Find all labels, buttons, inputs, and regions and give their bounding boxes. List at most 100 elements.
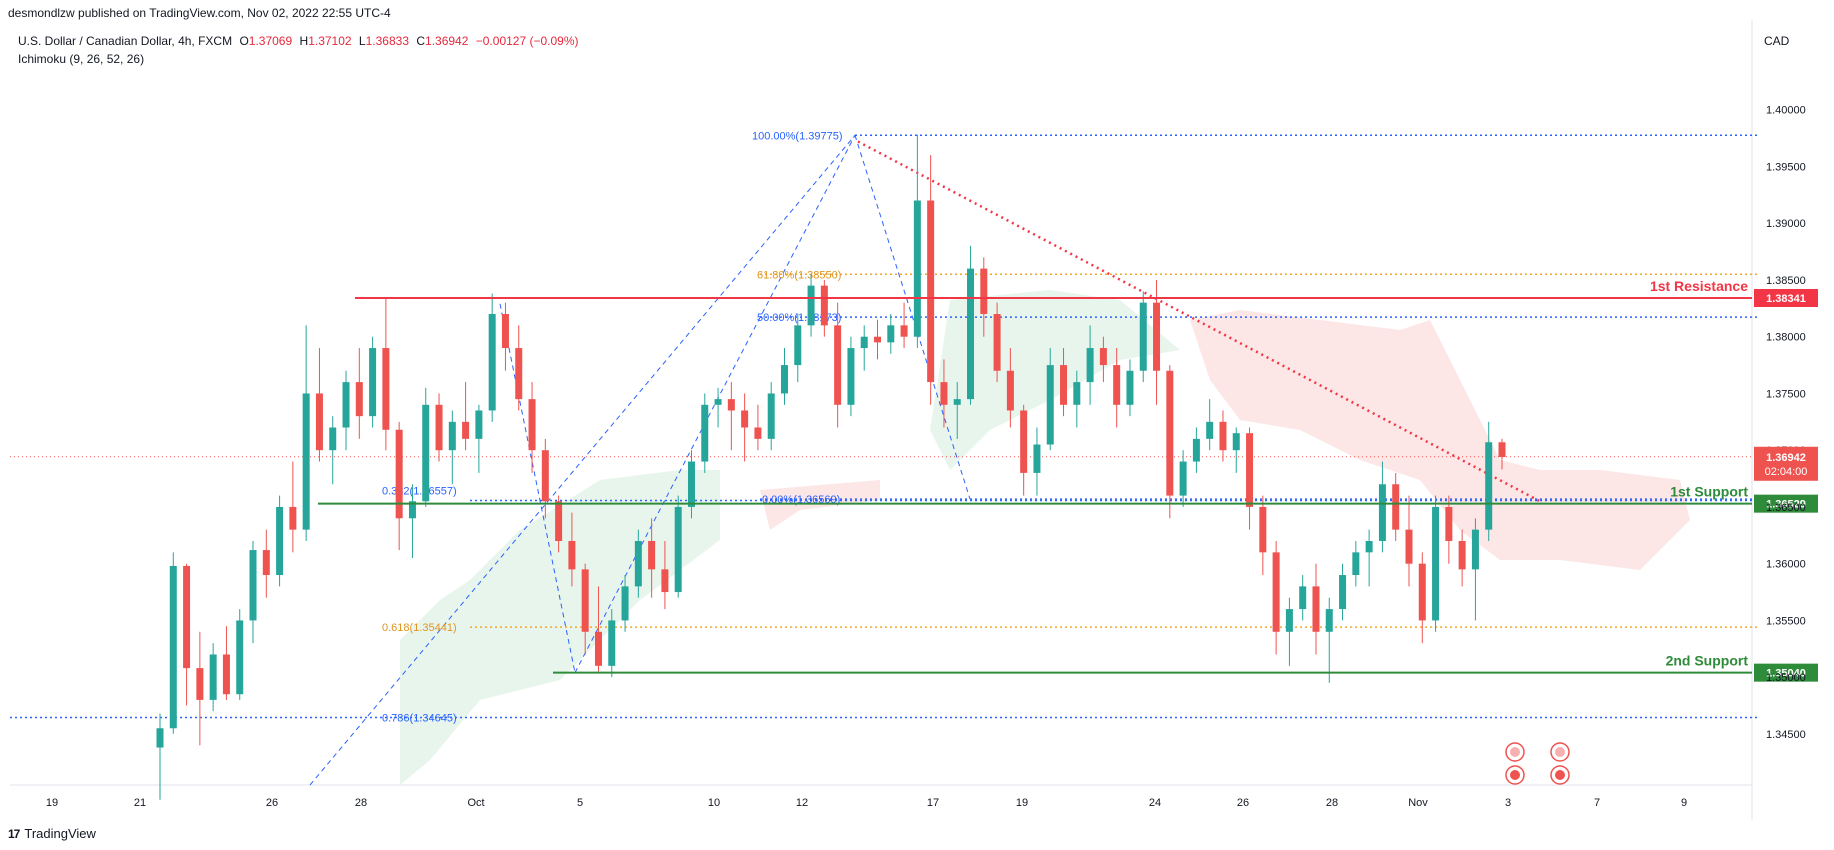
candle-body [1498,442,1506,458]
price-tick-label: 1.34500 [1766,729,1806,741]
price-axis[interactable]: 1.40000 1.39500 1.39000 1.38500 1.38000 1.375… [1754,105,1818,741]
candle-down [1259,495,1267,576]
candle-up [1285,597,1293,666]
candle-body [860,336,868,349]
fib-trendline-3 [854,135,971,500]
tradingview-footer[interactable]: 17 TradingView [8,826,96,841]
candle-body [1325,609,1333,632]
support-label: 2nd Support [1666,653,1749,669]
candle-body [249,550,257,621]
candle-body [953,399,961,405]
candle-body [807,285,815,326]
candle-down [1166,365,1174,519]
candle-body [701,404,709,462]
candle-up [1033,427,1041,496]
candle-down [1272,540,1280,655]
indicator-legend[interactable]: Ichimoku (9, 26, 52, 26) [18,52,145,66]
candle-body [714,399,722,405]
time-tick-label: 12 [796,797,808,809]
candle-down [435,393,443,462]
time-axis[interactable]: 19 21 26 28 Oct 5 10 12 17 19 24 26 28 Nov 3 7 9 [46,797,1687,809]
fib-label: 0.786(1.34645) [382,712,457,724]
candle-body [608,620,616,666]
candle-body [1073,382,1081,405]
symbol-legend: U.S. Dollar / Canadian Dollar, 4h, FXCM … [18,34,579,48]
candle-up [887,314,895,354]
candle-up [701,393,709,473]
time-tick-label: Nov [1408,797,1428,809]
candle-up [687,450,695,519]
event-dot [1555,747,1565,757]
candle-body [1206,421,1214,439]
candle-up [767,382,775,451]
level-price-tag-text: 1.36529 [1766,499,1806,511]
candle-up [847,336,855,417]
candle-up [1086,325,1094,405]
candle-body [448,421,456,451]
candle-up [1192,427,1200,473]
time-tick-label: 7 [1594,797,1600,809]
candle-body [794,325,802,366]
candle-body [1392,484,1400,530]
candle-body [1033,444,1041,473]
candle-body [1020,410,1028,473]
level-price-tag [1754,494,1818,513]
candle-body [395,429,403,519]
cloud-red [1190,310,1690,570]
candle-up [634,529,642,598]
candle-up [621,575,629,632]
candle-body [900,325,908,337]
candle-body [594,631,602,666]
candle-up [1432,495,1440,632]
candle-body [342,382,350,428]
candle-body [501,314,509,349]
candle-up [674,495,682,598]
candle-body [1445,506,1453,541]
candle-down [1219,410,1227,462]
candle-down [1312,563,1320,655]
candle-body [1352,552,1360,576]
time-tick-label: 26 [266,797,278,809]
candle-down [754,404,762,451]
candle-up [422,387,430,507]
fib-label: 100.00%(1.39775) [752,130,843,142]
candle-down [262,529,270,598]
candle-up [1485,421,1493,541]
time-tick-label: 24 [1149,797,1161,809]
candle-body [980,268,988,315]
candle-body [741,410,749,428]
candle-body [515,348,523,400]
candle-up [1471,518,1479,621]
candle-down [834,302,842,428]
candle-body [1432,506,1440,621]
candle-body [820,285,828,326]
candle-body [156,728,164,748]
candle-up [794,314,802,383]
resistance-label: 1st Resistance [1650,278,1748,294]
candle-up [488,293,496,422]
price-tick-label: 1.38500 [1766,275,1806,287]
candle-up [1352,540,1360,587]
candle-up [236,609,244,700]
candle-body [1139,302,1147,371]
candle-body [940,382,948,405]
candle-up [967,245,975,405]
candle-up [913,134,921,349]
fib-trendline-1 [309,134,856,786]
level-price-tag [1754,289,1818,308]
candle-up [1339,563,1347,621]
candle-body [408,501,416,519]
candle-down [581,563,589,655]
candle-body [276,506,284,576]
candle-up [1046,348,1054,451]
candle-body [1378,484,1386,541]
price-tick-label: 1.40000 [1766,105,1806,117]
level-price-tag-text: 1.35040 [1766,668,1806,680]
price-tick-label: 1.35500 [1766,615,1806,627]
candle-down [515,325,523,411]
candle-body [555,501,563,541]
economic-events[interactable] [1505,742,1570,785]
sr-levels[interactable]: 1st Resistance 1.38341 1st Support 1.36529 2… [318,278,1818,682]
candle-body [1166,370,1174,496]
